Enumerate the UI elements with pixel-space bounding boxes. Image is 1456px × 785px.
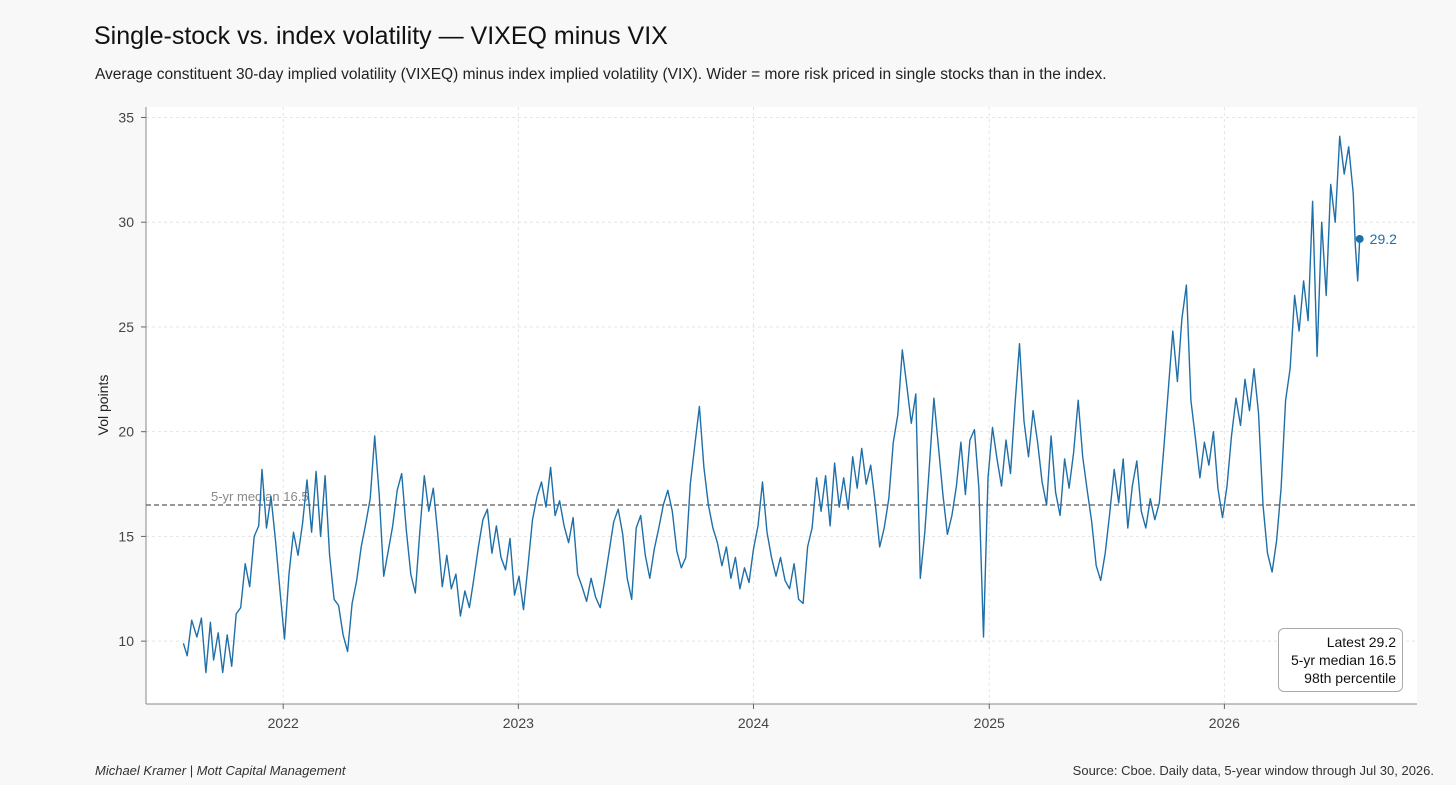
y-tick-label: 10 bbox=[118, 633, 134, 649]
x-tick-label: 2026 bbox=[1209, 715, 1240, 731]
series-group bbox=[182, 135, 1361, 674]
y-axis-ticks: 10 15 20 25 30 35 bbox=[118, 109, 146, 649]
y-tick-label: 30 bbox=[118, 214, 134, 230]
y-tick-label: 15 bbox=[118, 528, 134, 544]
latest-value-label: 29.2 bbox=[1370, 231, 1397, 247]
x-axis-ticks: 2022 2023 2024 2025 2026 bbox=[268, 704, 1240, 731]
gridlines bbox=[146, 107, 1417, 704]
axes bbox=[145, 107, 1417, 705]
y-tick-label: 20 bbox=[118, 424, 134, 440]
x-tick-label: 2024 bbox=[738, 715, 769, 731]
x-tick-label: 2022 bbox=[268, 715, 299, 731]
chart-title: Single-stock vs. index volatility — VIXE… bbox=[94, 22, 668, 50]
series-line bbox=[182, 135, 1361, 674]
stats-annotation-box: Latest 29.2 5-yr median 16.5 98th percen… bbox=[1278, 628, 1403, 692]
chart-subtitle: Average constituent 30-day implied volat… bbox=[95, 66, 1107, 83]
latest-point bbox=[1355, 234, 1364, 243]
x-tick-label: 2025 bbox=[974, 715, 1005, 731]
y-axis-label: Vol points bbox=[95, 375, 111, 436]
stats-median: 5-yr median 16.5 bbox=[1290, 652, 1396, 668]
plot-area bbox=[146, 107, 1417, 704]
stats-percentile: 98th percentile bbox=[1304, 670, 1396, 686]
latest-marker-group: 29.2 bbox=[1355, 231, 1397, 247]
y-tick-label: 35 bbox=[118, 109, 134, 125]
author-credit: Michael Kramer | Mott Capital Management bbox=[95, 763, 346, 778]
x-tick-label: 2023 bbox=[503, 715, 534, 731]
source-note: Source: Cboe. Daily data, 5-year window … bbox=[1072, 763, 1434, 778]
y-tick-label: 25 bbox=[118, 319, 134, 335]
stats-latest: Latest 29.2 bbox=[1326, 634, 1396, 650]
